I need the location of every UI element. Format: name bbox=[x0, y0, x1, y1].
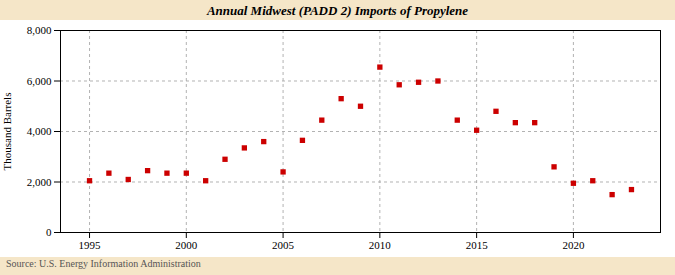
svg-text:2000: 2000 bbox=[175, 239, 198, 251]
svg-text:2015: 2015 bbox=[466, 239, 489, 251]
svg-text:8,000: 8,000 bbox=[27, 24, 52, 36]
svg-text:6,000: 6,000 bbox=[27, 75, 52, 87]
svg-text:2,000: 2,000 bbox=[27, 176, 52, 188]
svg-text:2005: 2005 bbox=[272, 239, 295, 251]
svg-text:0: 0 bbox=[46, 226, 52, 238]
html-text:Annual Midwest (PADD 2) Import: Annual Midwest (PADD 2) Imports of Propy… bbox=[206, 3, 469, 18]
svg-text:4,000: 4,000 bbox=[27, 125, 52, 137]
svg-text:2020: 2020 bbox=[562, 239, 585, 251]
svg-text:1995: 1995 bbox=[79, 239, 102, 251]
svg-text:2010: 2010 bbox=[369, 239, 392, 251]
html-text:Source: U.S. Energy Informatio: Source: U.S. Energy Information Administ… bbox=[6, 258, 201, 269]
svg-text:Thousand Barrels: Thousand Barrels bbox=[1, 93, 13, 171]
